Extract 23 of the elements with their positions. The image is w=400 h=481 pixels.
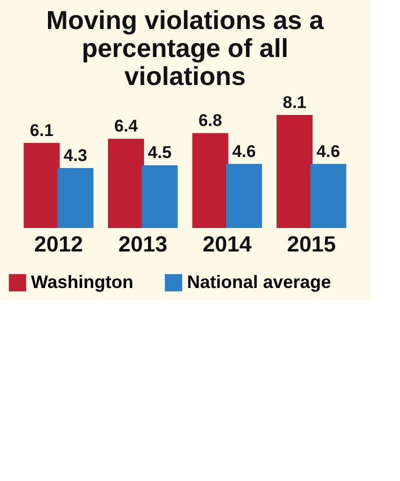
x-tick-label: 2012 [34,232,84,256]
bar [108,138,144,228]
data-label: 4.3 [64,146,88,166]
data-label: 6.4 [114,116,138,136]
bar [57,168,94,228]
data-label: 8.1 [282,93,306,112]
bar [24,142,60,228]
data-label: 6.1 [30,120,54,140]
x-tick-label: 2014 [202,232,252,256]
data-label: 6.8 [198,111,222,130]
bar [310,164,346,228]
legend-label: National average [187,272,332,292]
bar [192,133,228,228]
bar [142,165,178,228]
bar [226,164,262,228]
data-label: 4.5 [148,143,172,162]
x-tick-label: 2013 [118,232,168,256]
data-label: 4.6 [316,142,340,161]
chart-title: Moving violations as a percentage of all violations [46,5,324,91]
legend-label: Washington [31,272,134,292]
x-tick-label: 2015 [286,232,336,256]
bar [276,115,313,228]
data-label: 4.6 [232,142,256,161]
